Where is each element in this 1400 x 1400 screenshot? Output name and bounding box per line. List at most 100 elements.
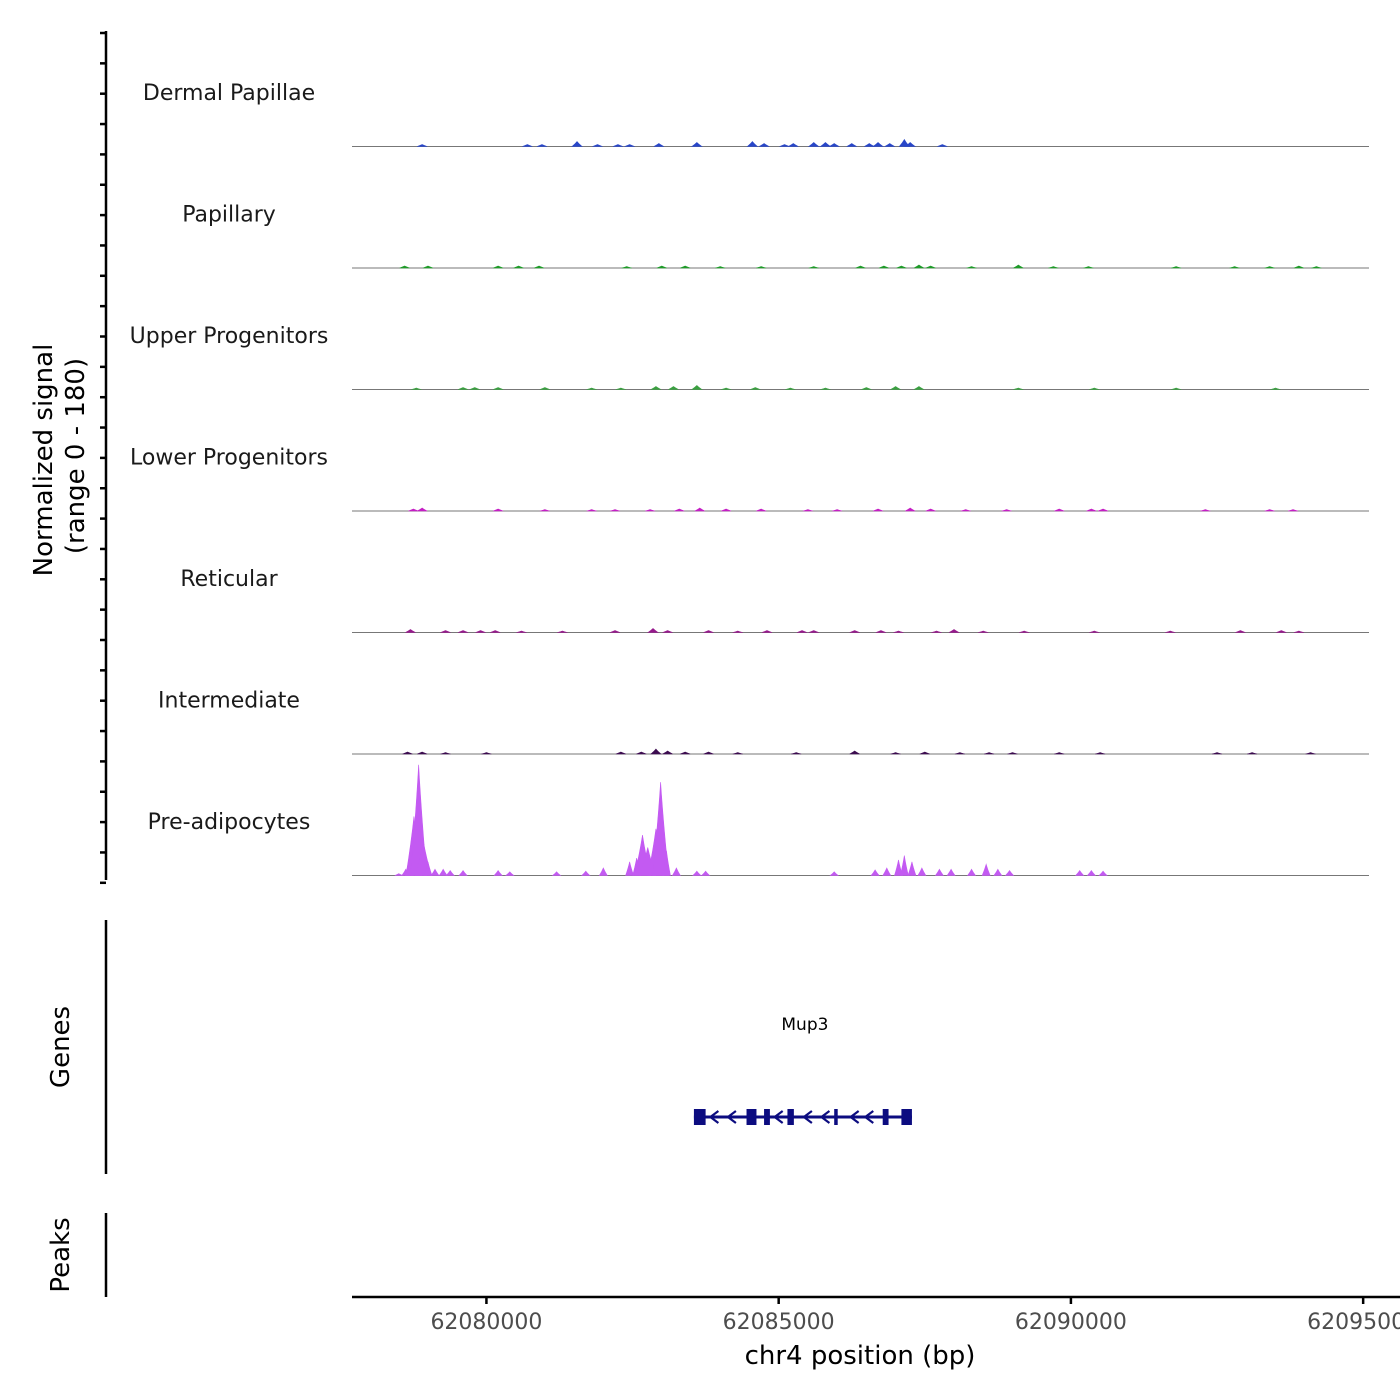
signal-peak [458, 869, 468, 876]
signal-peak [1089, 387, 1100, 390]
gene-strand-arrow [819, 1110, 831, 1124]
signal-peak [808, 630, 819, 633]
signal-peak [440, 630, 451, 633]
gene-mup3: Mup3 [693, 1015, 912, 1125]
gene-label: Mup3 [781, 1015, 828, 1035]
track-dermal-papillae: Dermal Papillae [143, 81, 1369, 147]
signal-peak [796, 630, 808, 633]
signal-peak [408, 508, 419, 512]
signal-peak [671, 867, 681, 876]
x-axis-ticks: 62080000 62085000 62090000 62095000 [430, 1297, 1400, 1335]
signal-peak [1097, 508, 1109, 512]
signal-peak [1270, 387, 1281, 390]
signal-peak [899, 855, 909, 876]
signal-peak [645, 509, 656, 512]
signal-peak [609, 509, 621, 512]
signal-peak [872, 142, 885, 147]
signal-peak [417, 144, 428, 147]
track-papillary: Papillary [182, 203, 1369, 269]
signal-peak [504, 871, 515, 876]
track-label: Lower Progenitors [130, 446, 328, 471]
signal-peak [1013, 264, 1024, 269]
signal-peak [861, 387, 872, 390]
track-intermediate: Intermediate [158, 689, 1369, 755]
coverage-tracks: Dermal Papillae Papillary Upper Progenitor… [130, 81, 1369, 876]
y-axis-title-line1: Normalized signal [29, 344, 59, 577]
signal-peak [756, 508, 767, 512]
signal-peak [680, 265, 691, 269]
signal-peak [422, 265, 434, 269]
gene-exon [787, 1109, 794, 1125]
signal-peak [592, 144, 603, 147]
signal-peak [746, 141, 759, 147]
signal-peak [1001, 509, 1012, 512]
signal-peak [993, 868, 1003, 876]
track-lower-progenitors: Lower Progenitors [130, 446, 1369, 512]
signal-peak [1054, 752, 1065, 755]
signal-peak [890, 386, 901, 390]
signal-peak [1013, 387, 1024, 390]
signal-peak [905, 507, 916, 512]
signal-peak [700, 870, 711, 876]
gene-exon [882, 1109, 889, 1125]
x-axis: 62080000 62085000 62090000 62095000 chr4 po… [352, 1295, 1400, 1371]
gene-exon [746, 1109, 757, 1125]
signal-peak [490, 630, 501, 633]
signal-peak [919, 751, 930, 755]
signal-peak [571, 141, 583, 147]
signal-peak [1086, 508, 1097, 512]
signal-peak [539, 509, 550, 512]
signal-peak [513, 265, 524, 269]
signal-peak [890, 752, 901, 755]
signal-peak [1083, 266, 1094, 269]
signal-peak [864, 143, 875, 147]
coverage-y-ticks [100, 31, 106, 885]
track-pre-adipocytes: Pre-adipocytes [148, 764, 1369, 876]
signal-peak [1211, 752, 1223, 755]
signal-peak [475, 630, 486, 633]
signal-peak [917, 867, 927, 876]
signal-peak [1048, 266, 1059, 269]
track-label: Papillary [182, 203, 276, 228]
signal-peak [802, 509, 813, 512]
gene-strand-arrow [863, 1110, 874, 1124]
signal-peak [662, 630, 673, 633]
signal-peak [440, 752, 451, 755]
track-label: Reticular [180, 567, 278, 592]
signal-peak [1235, 630, 1246, 633]
signal-peak [402, 751, 413, 755]
signal-peak [882, 867, 892, 876]
signal-peak [779, 144, 790, 147]
y-axis-title-line2: (range 0 - 180) [61, 358, 91, 554]
signal-peak [1095, 752, 1106, 755]
signal-peak [1247, 752, 1258, 755]
signal-peak [925, 265, 936, 269]
gene-strand-arrow [772, 1110, 784, 1124]
signal-peak [609, 630, 621, 633]
signal-peak [1054, 508, 1065, 512]
signal-peak [423, 861, 433, 876]
signal-peak [934, 868, 945, 876]
gene-strand-arrow [802, 1110, 813, 1124]
signal-peak [621, 266, 632, 269]
signal-peak [981, 863, 991, 876]
signal-peak [1293, 265, 1304, 269]
signal-peak [1287, 509, 1299, 512]
signal-peak [937, 144, 948, 147]
signal-peak [1165, 630, 1176, 633]
track-reticular: Reticular [180, 567, 1369, 633]
signal-peak [493, 508, 504, 512]
signal-peak [1229, 266, 1240, 269]
track-label: Pre-adipocytes [148, 810, 311, 835]
gene-exon [834, 1109, 838, 1125]
signal-peak [878, 265, 889, 269]
x-tick-label: 62090000 [1015, 1310, 1127, 1335]
signal-peak [692, 870, 702, 876]
signal-peak [1086, 869, 1097, 876]
signal-peak [394, 873, 403, 876]
signal-peak [1089, 630, 1100, 633]
signal-peak [966, 868, 977, 876]
signal-peak [557, 630, 568, 633]
track-label: Upper Progenitors [130, 324, 329, 349]
